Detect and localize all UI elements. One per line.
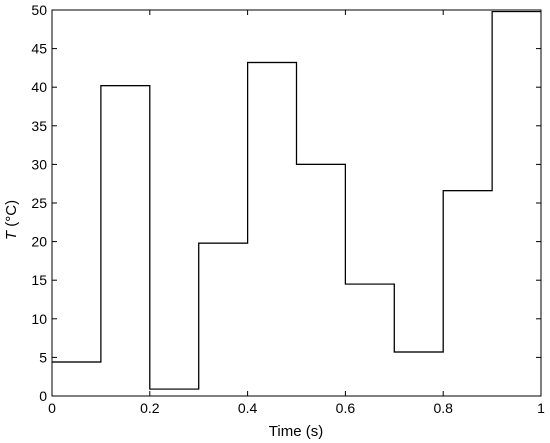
x-tick-label: 1	[537, 400, 545, 416]
y-tick-label: 40	[31, 79, 47, 95]
plot-area	[51, 9, 542, 397]
y-tick-label: 20	[31, 234, 47, 250]
x-tick-label: 0.2	[140, 400, 160, 416]
y-axis-label-variable: T	[3, 229, 20, 240]
y-tick-label: 45	[31, 41, 47, 57]
x-tick-label: 0.6	[336, 400, 356, 416]
y-tick-label: 15	[31, 272, 47, 288]
y-tick-label: 30	[31, 156, 47, 172]
y-tick-label: 50	[31, 2, 47, 18]
y-axis-label: T (°C)	[3, 200, 20, 240]
x-tick-label: 0.4	[238, 400, 258, 416]
y-tick-label: 0	[39, 388, 47, 404]
x-tick-label: 0.8	[433, 400, 453, 416]
y-axis-label-unit: (°C)	[3, 200, 20, 231]
series-line-2	[52, 10, 541, 390]
x-tick-label: 0	[48, 400, 56, 416]
y-tick-label: 35	[31, 118, 47, 134]
y-tick-label: 25	[31, 195, 47, 211]
y-tick-label: 10	[31, 311, 47, 327]
y-tick-label: 5	[39, 349, 47, 365]
x-axis-label: Time (s)	[269, 423, 323, 440]
